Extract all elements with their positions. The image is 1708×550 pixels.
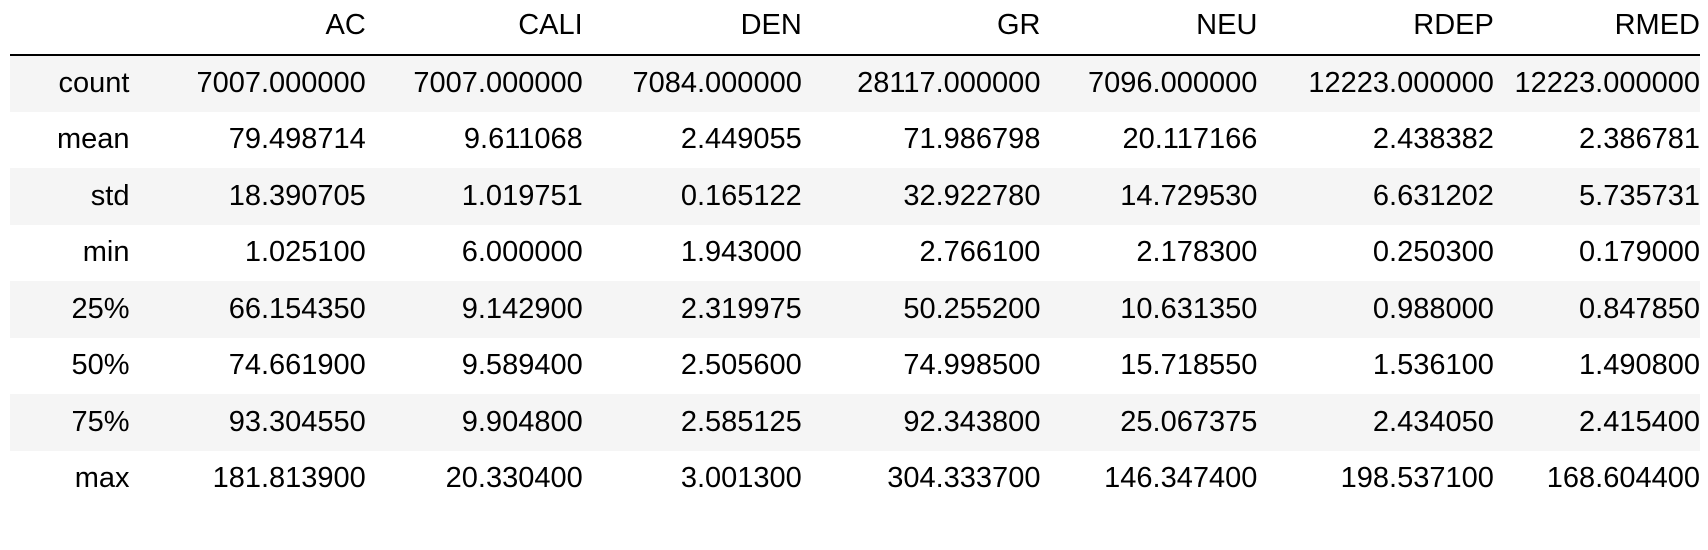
table-cell: 93.304550: [228, 405, 366, 438]
table-cell: 0.165122: [680, 179, 802, 212]
table-cell: 1.536100: [1372, 349, 1494, 382]
table-cell: 1.943000: [680, 236, 802, 269]
table-cell: 2.319975: [680, 292, 802, 325]
table-row-25pct: 25% 66.154350 9.142900 2.319975 50.25520…: [10, 281, 1700, 338]
table-header: AC CALI DEN GR NEU RDEP RMED: [10, 0, 1700, 56]
table-cell: 9.142900: [461, 292, 583, 325]
table-body: count 7007.000000 7007.000000 7084.00000…: [10, 55, 1700, 507]
table-cell: 181.813900: [212, 462, 366, 495]
row-label: max: [74, 462, 130, 495]
column-header-neu: NEU: [1040, 0, 1258, 56]
row-label: 25%: [71, 292, 130, 325]
column-header-ac: AC: [131, 0, 366, 56]
table-cell: 2.505600: [680, 349, 802, 382]
row-label: count: [58, 67, 130, 100]
table-cell: 1.490800: [1579, 349, 1700, 382]
table-cell: 3.001300: [680, 462, 802, 495]
table-cell: 0.250300: [1372, 236, 1494, 269]
table-cell: 168.604400: [1546, 462, 1700, 495]
table-cell: 7007.000000: [196, 67, 366, 100]
table-cell: 1.025100: [244, 236, 366, 269]
column-header-gr: GR: [801, 0, 1041, 56]
describe-table-container: AC CALI DEN GR NEU RDEP RMED count 7007.…: [10, 0, 1700, 507]
table-cell: 50.255200: [903, 292, 1041, 325]
table-cell: 74.661900: [228, 349, 366, 382]
table-cell: 15.718550: [1120, 349, 1258, 382]
table-cell: 6.000000: [461, 236, 583, 269]
row-label: 50%: [71, 349, 130, 382]
table-row-mean: mean 79.498714 9.611068 2.449055 71.9867…: [10, 111, 1700, 168]
table-cell: 12223.000000: [1308, 67, 1494, 100]
table-cell: 7084.000000: [632, 67, 802, 100]
table-cell: 2.434050: [1372, 405, 1494, 438]
row-label: mean: [56, 123, 130, 156]
table-cell: 79.498714: [228, 123, 366, 156]
table-cell: 2.415400: [1579, 405, 1700, 438]
table-cell: 9.589400: [461, 349, 583, 382]
table-cell: 32.922780: [903, 179, 1041, 212]
table-cell: 25.067375: [1120, 405, 1258, 438]
header-row: AC CALI DEN GR NEU RDEP RMED: [10, 0, 1700, 56]
row-label: 75%: [71, 405, 130, 438]
table-cell: 146.347400: [1104, 462, 1258, 495]
table-cell: 2.585125: [680, 405, 802, 438]
table-cell: 20.117166: [1122, 123, 1258, 156]
table-row-75pct: 75% 93.304550 9.904800 2.585125 92.34380…: [10, 394, 1700, 451]
column-header-rmed: RMED: [1493, 0, 1700, 56]
table-cell: 2.386781: [1579, 123, 1700, 156]
table-cell: 9.904800: [461, 405, 583, 438]
table-cell: 9.611068: [463, 123, 583, 156]
table-row-count: count 7007.000000 7007.000000 7084.00000…: [10, 55, 1700, 112]
table-row-min: min 1.025100 6.000000 1.943000 2.766100 …: [10, 224, 1700, 281]
table-cell: 7096.000000: [1088, 67, 1258, 100]
table-cell: 7007.000000: [413, 67, 583, 100]
table-cell: 28117.000000: [857, 67, 1041, 100]
table-cell: 198.537100: [1340, 462, 1494, 495]
table-row-std: std 18.390705 1.019751 0.165122 32.92278…: [10, 168, 1700, 225]
row-label: std: [90, 179, 130, 212]
column-header-den: DEN: [582, 0, 802, 56]
table-cell: 0.988000: [1372, 292, 1494, 325]
table-cell: 18.390705: [228, 179, 366, 212]
table-cell: 92.343800: [903, 405, 1041, 438]
table-cell: 304.333700: [887, 462, 1041, 495]
table-cell: 2.438382: [1372, 123, 1494, 156]
table-cell: 12223.000000: [1514, 67, 1700, 100]
row-label: min: [82, 236, 130, 269]
index-header: [10, 0, 132, 56]
table-row-50pct: 50% 74.661900 9.589400 2.505600 74.99850…: [10, 337, 1700, 394]
table-cell: 2.766100: [919, 236, 1041, 269]
table-cell: 20.330400: [445, 462, 583, 495]
table-cell: 2.449055: [680, 123, 802, 156]
table-row-max: max 181.813900 20.330400 3.001300 304.33…: [10, 450, 1700, 507]
table-cell: 10.631350: [1120, 292, 1258, 325]
table-cell: 0.847850: [1579, 292, 1700, 325]
table-cell: 1.019751: [461, 179, 583, 212]
column-header-rdep: RDEP: [1257, 0, 1494, 56]
table-cell: 71.986798: [903, 123, 1041, 156]
table-cell: 0.179000: [1579, 236, 1700, 269]
table-cell: 14.729530: [1120, 179, 1258, 212]
table-cell: 6.631202: [1372, 179, 1494, 212]
table-cell: 2.178300: [1136, 236, 1258, 269]
table-cell: 5.735731: [1579, 179, 1700, 212]
table-cell: 74.998500: [903, 349, 1041, 382]
describe-table: AC CALI DEN GR NEU RDEP RMED count 7007.…: [10, 0, 1700, 507]
column-header-cali: CALI: [365, 0, 583, 56]
table-cell: 66.154350: [228, 292, 366, 325]
